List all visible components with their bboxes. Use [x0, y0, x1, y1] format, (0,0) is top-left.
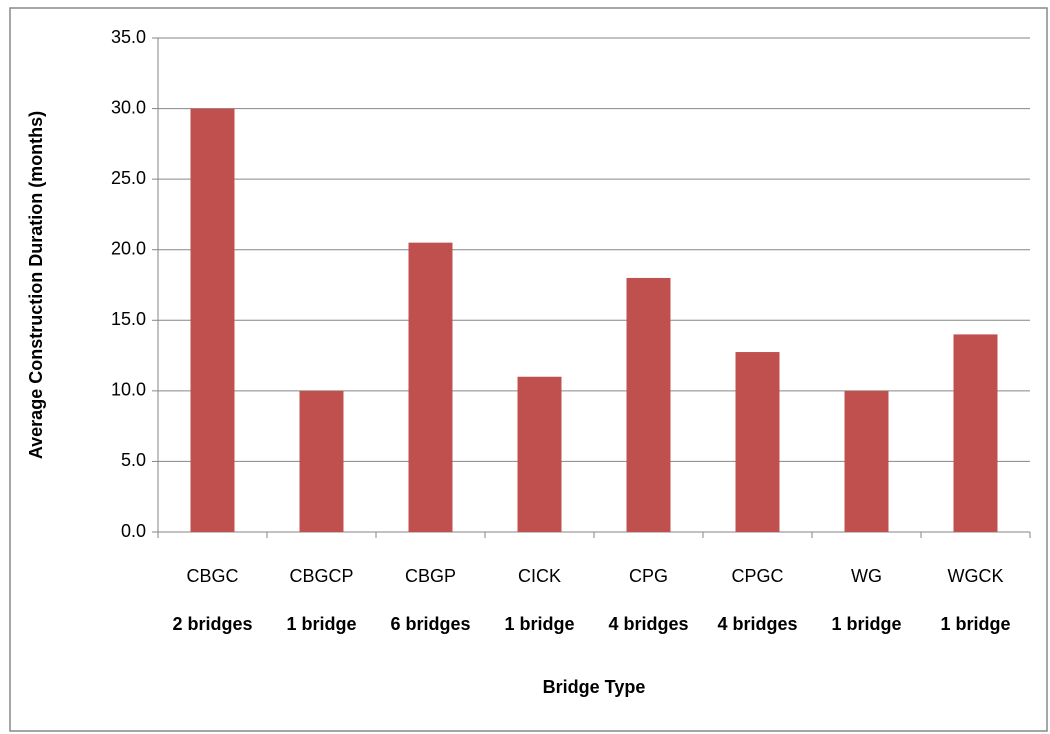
- x-sublabel: 6 bridges: [390, 614, 470, 634]
- x-sublabel: 1 bridge: [286, 614, 356, 634]
- x-sublabel: 2 bridges: [172, 614, 252, 634]
- x-tick-label: CPG: [629, 566, 668, 586]
- x-tick-label: CBGP: [405, 566, 456, 586]
- x-sublabel: 1 bridge: [940, 614, 1010, 634]
- x-sublabel: 4 bridges: [608, 614, 688, 634]
- x-axis-title: Bridge Type: [543, 677, 646, 697]
- x-tick-label: CBGCP: [289, 566, 353, 586]
- bar: [626, 277, 671, 532]
- y-tick-label: 10.0: [111, 380, 146, 400]
- bar: [517, 376, 562, 532]
- x-tick-label: CPGC: [731, 566, 783, 586]
- bar: [299, 390, 344, 532]
- bar: [408, 242, 453, 532]
- y-tick-label: 20.0: [111, 238, 146, 258]
- y-tick-label: 5.0: [121, 450, 146, 470]
- x-sublabel: 1 bridge: [504, 614, 574, 634]
- y-tick-label: 0.0: [121, 521, 146, 541]
- bar: [735, 352, 780, 532]
- y-axis-title: Average Construction Duration (months): [26, 111, 46, 459]
- x-tick-label: WGCK: [948, 566, 1004, 586]
- x-tick-label: CBGC: [186, 566, 238, 586]
- x-tick-label: CICK: [518, 566, 561, 586]
- y-tick-label: 25.0: [111, 168, 146, 188]
- y-tick-label: 30.0: [111, 97, 146, 117]
- y-tick-label: 15.0: [111, 309, 146, 329]
- x-tick-label: WG: [851, 566, 882, 586]
- x-sublabel: 1 bridge: [831, 614, 901, 634]
- bar: [844, 390, 889, 532]
- x-sublabel: 4 bridges: [717, 614, 797, 634]
- chart-border: [9, 7, 1048, 732]
- bar: [190, 108, 235, 533]
- bar: [953, 334, 998, 532]
- y-tick-label: 35.0: [111, 27, 146, 47]
